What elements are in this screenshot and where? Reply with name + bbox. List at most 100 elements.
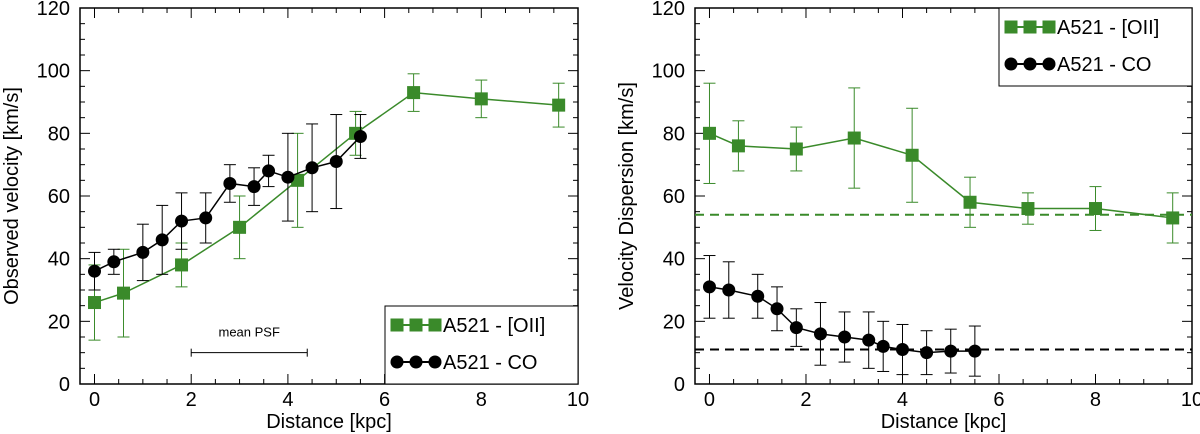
y-tick-label: 40	[663, 249, 685, 271]
data-point	[702, 280, 716, 294]
data-point	[920, 346, 934, 360]
series-co	[702, 255, 982, 377]
series-line	[709, 132, 1173, 219]
y-tick-label: 40	[48, 249, 70, 271]
legend-entry: A521 - [OII]	[443, 315, 545, 337]
y-axis-label: Observed velocity [km/s]	[1, 87, 23, 305]
data-point	[813, 327, 827, 341]
data-point	[876, 339, 890, 353]
data-point	[1166, 211, 1180, 225]
data-point	[1021, 202, 1035, 216]
x-tick-label: 6	[379, 389, 390, 411]
legend: A521 - [OII] A521 - CO	[384, 305, 579, 385]
data-point	[905, 148, 919, 162]
data-point	[722, 283, 736, 297]
y-tick-label: 0	[59, 374, 70, 396]
x-tick-label: 8	[476, 389, 487, 411]
data-point	[199, 211, 213, 225]
legend-entry: A521 - CO	[1057, 54, 1151, 76]
legend-marker	[1004, 20, 1018, 34]
x-tick-label: 6	[993, 389, 1004, 411]
legend-marker	[390, 318, 404, 332]
data-point	[305, 161, 319, 175]
legend-entry: A521 - CO	[443, 352, 537, 374]
data-point	[731, 139, 745, 153]
data-point	[770, 302, 784, 316]
data-point	[175, 258, 189, 272]
series-co	[88, 114, 367, 291]
legend-marker	[409, 318, 423, 332]
legend-marker	[1042, 57, 1056, 71]
y-tick-label: 100	[37, 61, 70, 83]
legend-marker	[1023, 20, 1037, 34]
data-point	[1088, 202, 1102, 216]
x-tick-label: 10	[1181, 389, 1200, 411]
data-point	[88, 296, 102, 310]
x-axis-label: Distance [kpc]	[266, 411, 392, 433]
x-tick-label: 0	[704, 389, 715, 411]
data-point	[247, 180, 261, 194]
y-tick-label: 20	[48, 311, 70, 333]
data-point	[353, 129, 367, 143]
data-point	[281, 170, 295, 184]
y-tick-label: 60	[48, 186, 70, 208]
data-point	[223, 176, 237, 190]
data-point	[262, 164, 276, 178]
series-line	[94, 91, 559, 304]
legend-marker	[1042, 20, 1056, 34]
legend-entry: A521 - [OII]	[1057, 17, 1159, 39]
y-axis-label: Velocity Dispersion [km/s]	[616, 82, 638, 310]
x-axis-label: Distance [kpc]	[881, 411, 1007, 433]
data-point	[702, 126, 716, 140]
data-point	[175, 214, 189, 228]
legend-marker	[428, 355, 442, 369]
data-point	[895, 343, 909, 357]
y-tick-label: 0	[674, 374, 685, 396]
data-point	[552, 98, 566, 112]
data-point	[944, 344, 958, 358]
data-point	[407, 86, 421, 100]
legend-marker	[1023, 57, 1037, 71]
legend-marker	[428, 318, 442, 332]
data-point	[88, 264, 102, 278]
psf-annotation: mean PSF	[190, 325, 308, 357]
data-point	[155, 233, 169, 247]
data-point	[862, 333, 876, 347]
x-tick-label: 0	[89, 389, 100, 411]
y-tick-label: 120	[652, 0, 685, 20]
y-tick-label: 80	[48, 123, 70, 145]
data-point	[474, 92, 488, 106]
psf-label: mean PSF	[219, 325, 280, 340]
y-tick-label: 120	[37, 0, 70, 20]
data-point	[968, 344, 982, 358]
y-tick-label: 60	[663, 186, 685, 208]
data-point	[329, 155, 343, 169]
x-tick-label: 2	[186, 389, 197, 411]
x-tick-label: 4	[897, 389, 908, 411]
data-point	[963, 195, 977, 209]
x-tick-label: 10	[567, 389, 589, 411]
data-point	[233, 220, 247, 234]
series-line	[94, 135, 361, 272]
data-point	[789, 142, 803, 156]
legend-marker	[390, 355, 404, 369]
x-tick-label: 8	[1090, 389, 1101, 411]
x-tick-label: 2	[800, 389, 811, 411]
data-point	[751, 289, 765, 303]
series-oii	[702, 82, 1180, 244]
legend-marker	[1004, 57, 1018, 71]
data-point	[847, 131, 861, 145]
y-tick-label: 100	[652, 61, 685, 83]
legend-marker	[409, 355, 423, 369]
series-oii	[88, 73, 566, 341]
data-point	[838, 330, 852, 344]
y-tick-label: 80	[663, 123, 685, 145]
data-point	[789, 321, 803, 335]
legend: A521 - [OII] A521 - CO	[998, 7, 1193, 87]
x-tick-label: 4	[282, 389, 293, 411]
data-point	[117, 286, 131, 300]
data-point	[107, 255, 121, 269]
